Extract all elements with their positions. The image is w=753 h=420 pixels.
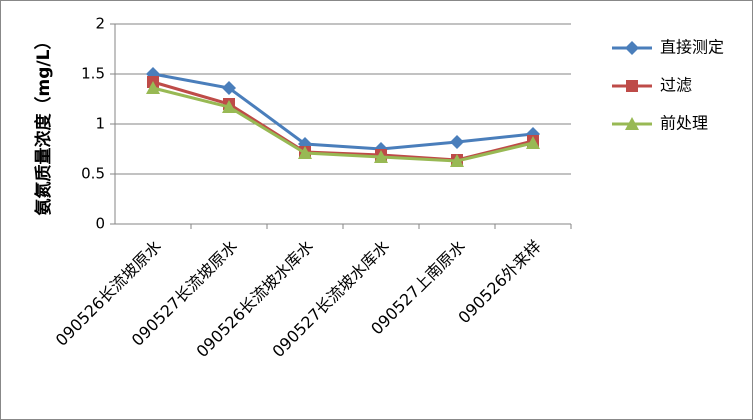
marker — [450, 154, 464, 167]
marker — [222, 100, 236, 113]
y-tick-label: 0.5 — [81, 165, 105, 183]
legend-label: 直接测定 — [660, 38, 724, 57]
y-tick-label: 1.5 — [81, 65, 105, 83]
marker — [450, 135, 464, 149]
marker — [625, 117, 639, 130]
y-tick-label: 2 — [95, 15, 105, 33]
marker — [526, 136, 540, 149]
marker — [625, 41, 639, 55]
y-tick-label: 0 — [95, 215, 105, 233]
marker — [222, 81, 236, 95]
marker — [298, 146, 312, 159]
marker — [626, 80, 638, 92]
legend-label: 前处理 — [660, 114, 708, 133]
y-tick-label: 1 — [95, 115, 105, 133]
series-line — [152, 72, 534, 151]
y-axis-label: 氨氮质量浓度（mg/L） — [33, 33, 54, 216]
series-line — [152, 86, 534, 163]
marker — [374, 150, 388, 163]
legend-label: 过滤 — [660, 76, 692, 95]
marker — [146, 81, 160, 94]
